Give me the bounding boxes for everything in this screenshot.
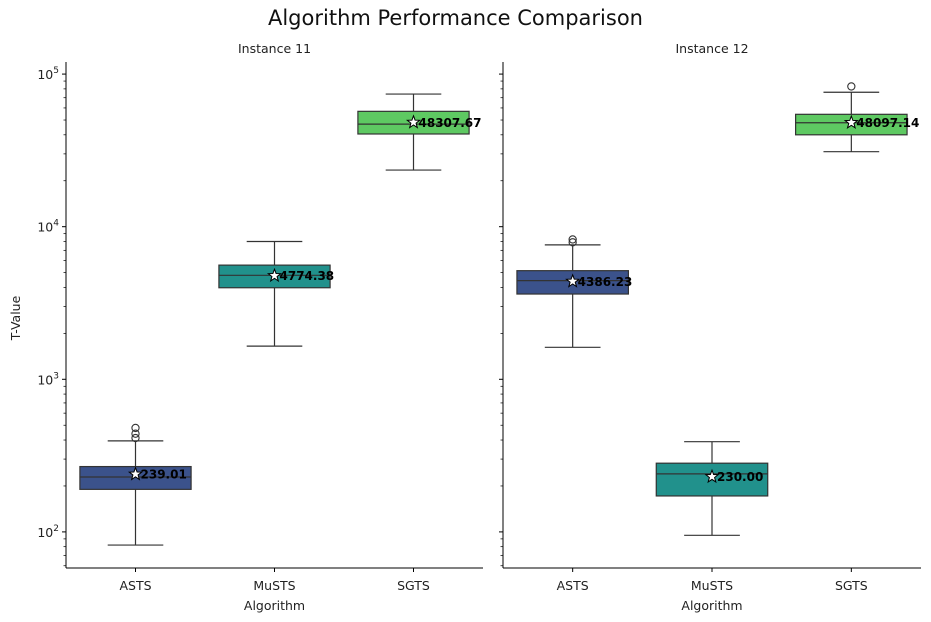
- outlier-point: [568, 238, 577, 247]
- outlier-point: [131, 433, 140, 443]
- mean-star-marker: [127, 466, 144, 481]
- panel-1: Instance 11 102 103 104 105 Algorithm ASTS MuST…: [37, 41, 483, 613]
- x-tick-label: SGTS: [835, 578, 868, 593]
- mean-star-marker: [565, 273, 581, 288]
- box-asts: 239.01: [79, 423, 192, 546]
- box-sgts: 48307.67: [357, 93, 482, 171]
- box-asts: 4386.23: [516, 235, 633, 348]
- box-sgts: 48097.14: [794, 82, 919, 153]
- box-musts: 4774.38: [218, 240, 335, 347]
- mean-value-label: 4386.23: [578, 275, 633, 289]
- y-tick-label: 105: [37, 66, 59, 82]
- y-tick-label: 104: [37, 219, 59, 235]
- x-tick-label: ASTS: [557, 578, 589, 593]
- mean-value-label: 230.00: [717, 470, 763, 484]
- mean-value-label: 48097.14: [856, 116, 919, 130]
- mean-value-label: 48307.67: [419, 116, 482, 130]
- mean-value-label: 239.01: [141, 468, 187, 482]
- outlier-point: [131, 429, 140, 438]
- mean-star-marker: [704, 468, 720, 484]
- box-musts: 230.00: [655, 441, 769, 536]
- x-axis-label: Algorithm: [681, 598, 742, 613]
- x-tick-label: ASTS: [119, 578, 151, 593]
- x-tick-label: MuSTS: [691, 578, 733, 593]
- outlier-point: [131, 423, 140, 433]
- panel-title: Instance 12: [675, 41, 748, 56]
- figure-title: Algorithm Performance Comparison: [267, 6, 643, 30]
- mean-star-marker: [266, 267, 283, 283]
- panel-title: Instance 11: [238, 41, 311, 56]
- panel-2: Instance 12 Algorithm ASTS MuSTS SGTS 4386.23…: [499, 41, 921, 613]
- panels: Instance 11 102 103 104 105 Algorithm ASTS MuST…: [37, 41, 921, 613]
- x-axis-label: Algorithm: [244, 598, 305, 613]
- mean-star-marker: [843, 114, 859, 130]
- y-tick-label: 102: [37, 524, 59, 540]
- outlier-point: [847, 82, 856, 91]
- outlier-point: [568, 235, 577, 244]
- mean-value-label: 4774.38: [280, 269, 335, 283]
- y-axis-label: T-Value: [8, 295, 23, 341]
- x-tick-label: SGTS: [397, 578, 430, 593]
- mean-star-marker: [405, 114, 422, 129]
- y-tick-label: 103: [37, 371, 59, 387]
- x-tick-label: MuSTS: [253, 578, 295, 593]
